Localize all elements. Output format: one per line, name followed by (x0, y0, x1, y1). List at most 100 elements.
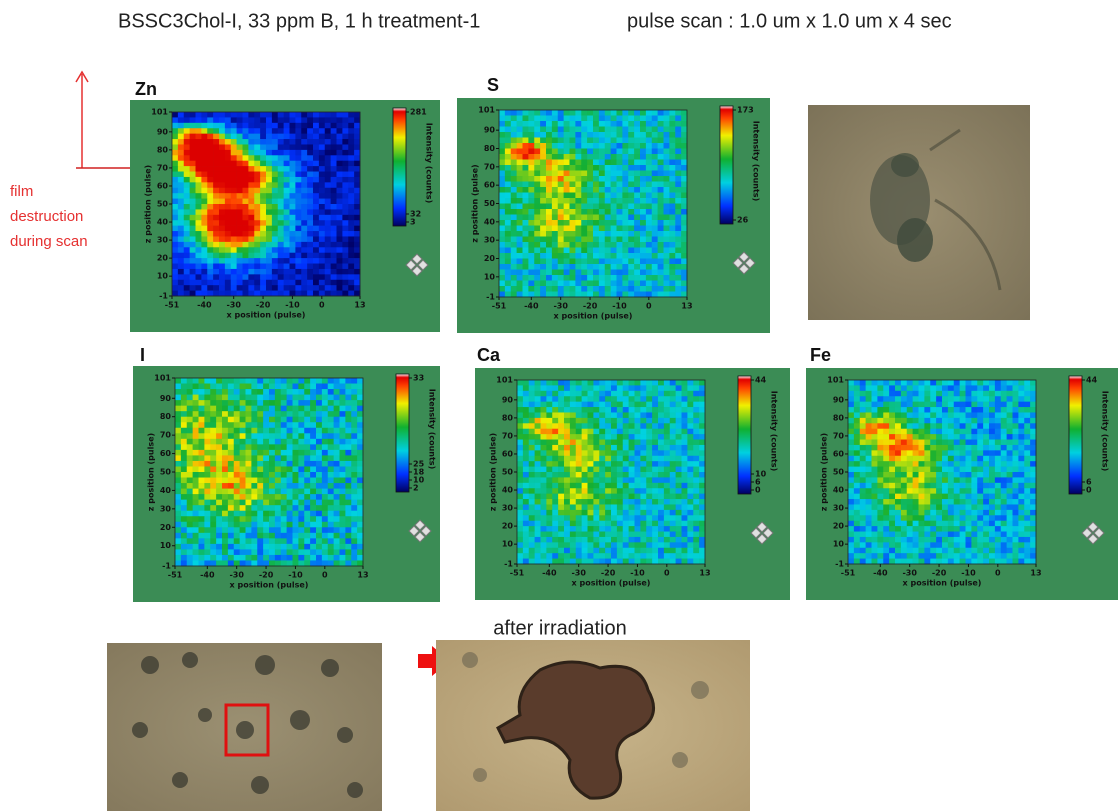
heatmap-cell (623, 472, 629, 478)
heatmap-cell (325, 269, 331, 275)
heatmap-cell (570, 553, 576, 559)
heatmap-cell (322, 478, 328, 484)
heatmap-cell (646, 396, 652, 402)
heatmap-cell (529, 494, 535, 500)
heatmap-cell (260, 199, 266, 205)
heatmap-cell (628, 270, 634, 276)
heatmap-cell (201, 139, 207, 145)
heatmap-cell (307, 139, 313, 145)
y-tick-label: 50 (502, 468, 514, 477)
heatmap-cell (529, 526, 535, 532)
heatmap-cell (307, 215, 313, 221)
heatmap-cell (199, 544, 205, 550)
heatmap-cell (535, 548, 541, 554)
y-tick-label: 10 (484, 272, 496, 281)
heatmap-cell (222, 555, 228, 561)
heatmap-cell (222, 489, 228, 495)
heatmap-cell (172, 177, 178, 183)
heatmap-cell (629, 472, 635, 478)
heatmap-cell (983, 412, 989, 418)
heatmap-cell (1007, 423, 1013, 429)
heatmap-cell (278, 139, 284, 145)
heatmap-cell (517, 499, 523, 505)
heatmap-cell (528, 237, 534, 243)
heatmap-cell (178, 128, 184, 134)
heatmap-cell (246, 439, 252, 445)
heatmap-cell (605, 281, 611, 287)
heatmap-cell (337, 188, 343, 194)
heatmap-cell (201, 193, 207, 199)
heatmap-cell (293, 450, 299, 456)
heatmap-cell (237, 280, 243, 286)
heatmap-cell (954, 407, 960, 413)
heatmap-cell (351, 428, 357, 434)
heatmap-cell (225, 220, 231, 226)
heatmap-cell (222, 560, 228, 566)
heatmap-cell (617, 412, 623, 418)
heatmap-cell (1030, 402, 1036, 408)
heatmap-cell (930, 385, 936, 391)
heatmap-cell (528, 138, 534, 144)
heatmap-cell (184, 204, 190, 210)
heatmap-cell (342, 112, 348, 118)
heatmap-cell (298, 538, 304, 544)
heatmap-cell (175, 439, 181, 445)
heatmap-cell (646, 467, 652, 473)
x-tick-label: 0 (322, 571, 328, 580)
heatmap-cell (325, 139, 331, 145)
heatmap-cell (966, 445, 972, 451)
heatmap-cell (546, 467, 552, 473)
heatmap-cell (558, 143, 564, 149)
heatmap-cell (582, 537, 588, 543)
heatmap-cell (629, 488, 635, 494)
heatmap-cell (307, 112, 313, 118)
heatmap-cell (219, 155, 225, 161)
heatmap-cell (681, 231, 687, 237)
heatmap-cell (564, 396, 570, 402)
heatmap-cell (298, 400, 304, 406)
heatmap-cell (517, 127, 523, 133)
heatmap-cell (664, 132, 670, 138)
heatmap-cell (243, 117, 249, 123)
heatmap-cell (523, 209, 529, 215)
heatmap-cell (635, 445, 641, 451)
heatmap-cell (322, 400, 328, 406)
heatmap-cell (552, 461, 558, 467)
heatmap-cell (334, 511, 340, 517)
heatmap-cell (310, 411, 316, 417)
heatmap-cell (895, 402, 901, 408)
heatmap-cell (260, 128, 266, 134)
heatmap-cell (190, 247, 196, 253)
heatmap-cell (699, 532, 705, 538)
heatmap-cell (204, 527, 210, 533)
heatmap-cell (225, 155, 231, 161)
heatmap-cell (260, 193, 266, 199)
heatmap-cell (675, 160, 681, 166)
heatmap-cell (687, 488, 693, 494)
heatmap-cell (570, 450, 576, 456)
heatmap-cell (687, 515, 693, 521)
heatmap-cell (587, 198, 593, 204)
heatmap-cell (187, 450, 193, 456)
heatmap-cell (640, 237, 646, 243)
heatmap-cell (913, 396, 919, 402)
heatmap-cell (260, 236, 266, 242)
heatmap-cell (570, 220, 576, 226)
heatmap-cell (290, 128, 296, 134)
heatmap-cell (670, 548, 676, 554)
heatmap-cell (348, 166, 354, 172)
heatmap-cell (622, 132, 628, 138)
heatmap-cell (670, 412, 676, 418)
heatmap-cell (511, 127, 517, 133)
heatmap-cell (517, 226, 523, 232)
heatmap-cell (207, 128, 213, 134)
heatmap-cell (213, 139, 219, 145)
heatmap-cell (175, 489, 181, 495)
heatmap-cell (534, 160, 540, 166)
heatmap-cell (670, 445, 676, 451)
heatmap-cell (254, 247, 260, 253)
heatmap-cell (570, 429, 576, 435)
heatmap-cell (611, 445, 617, 451)
heatmap-cell (290, 139, 296, 145)
heatmap-cell (617, 445, 623, 451)
